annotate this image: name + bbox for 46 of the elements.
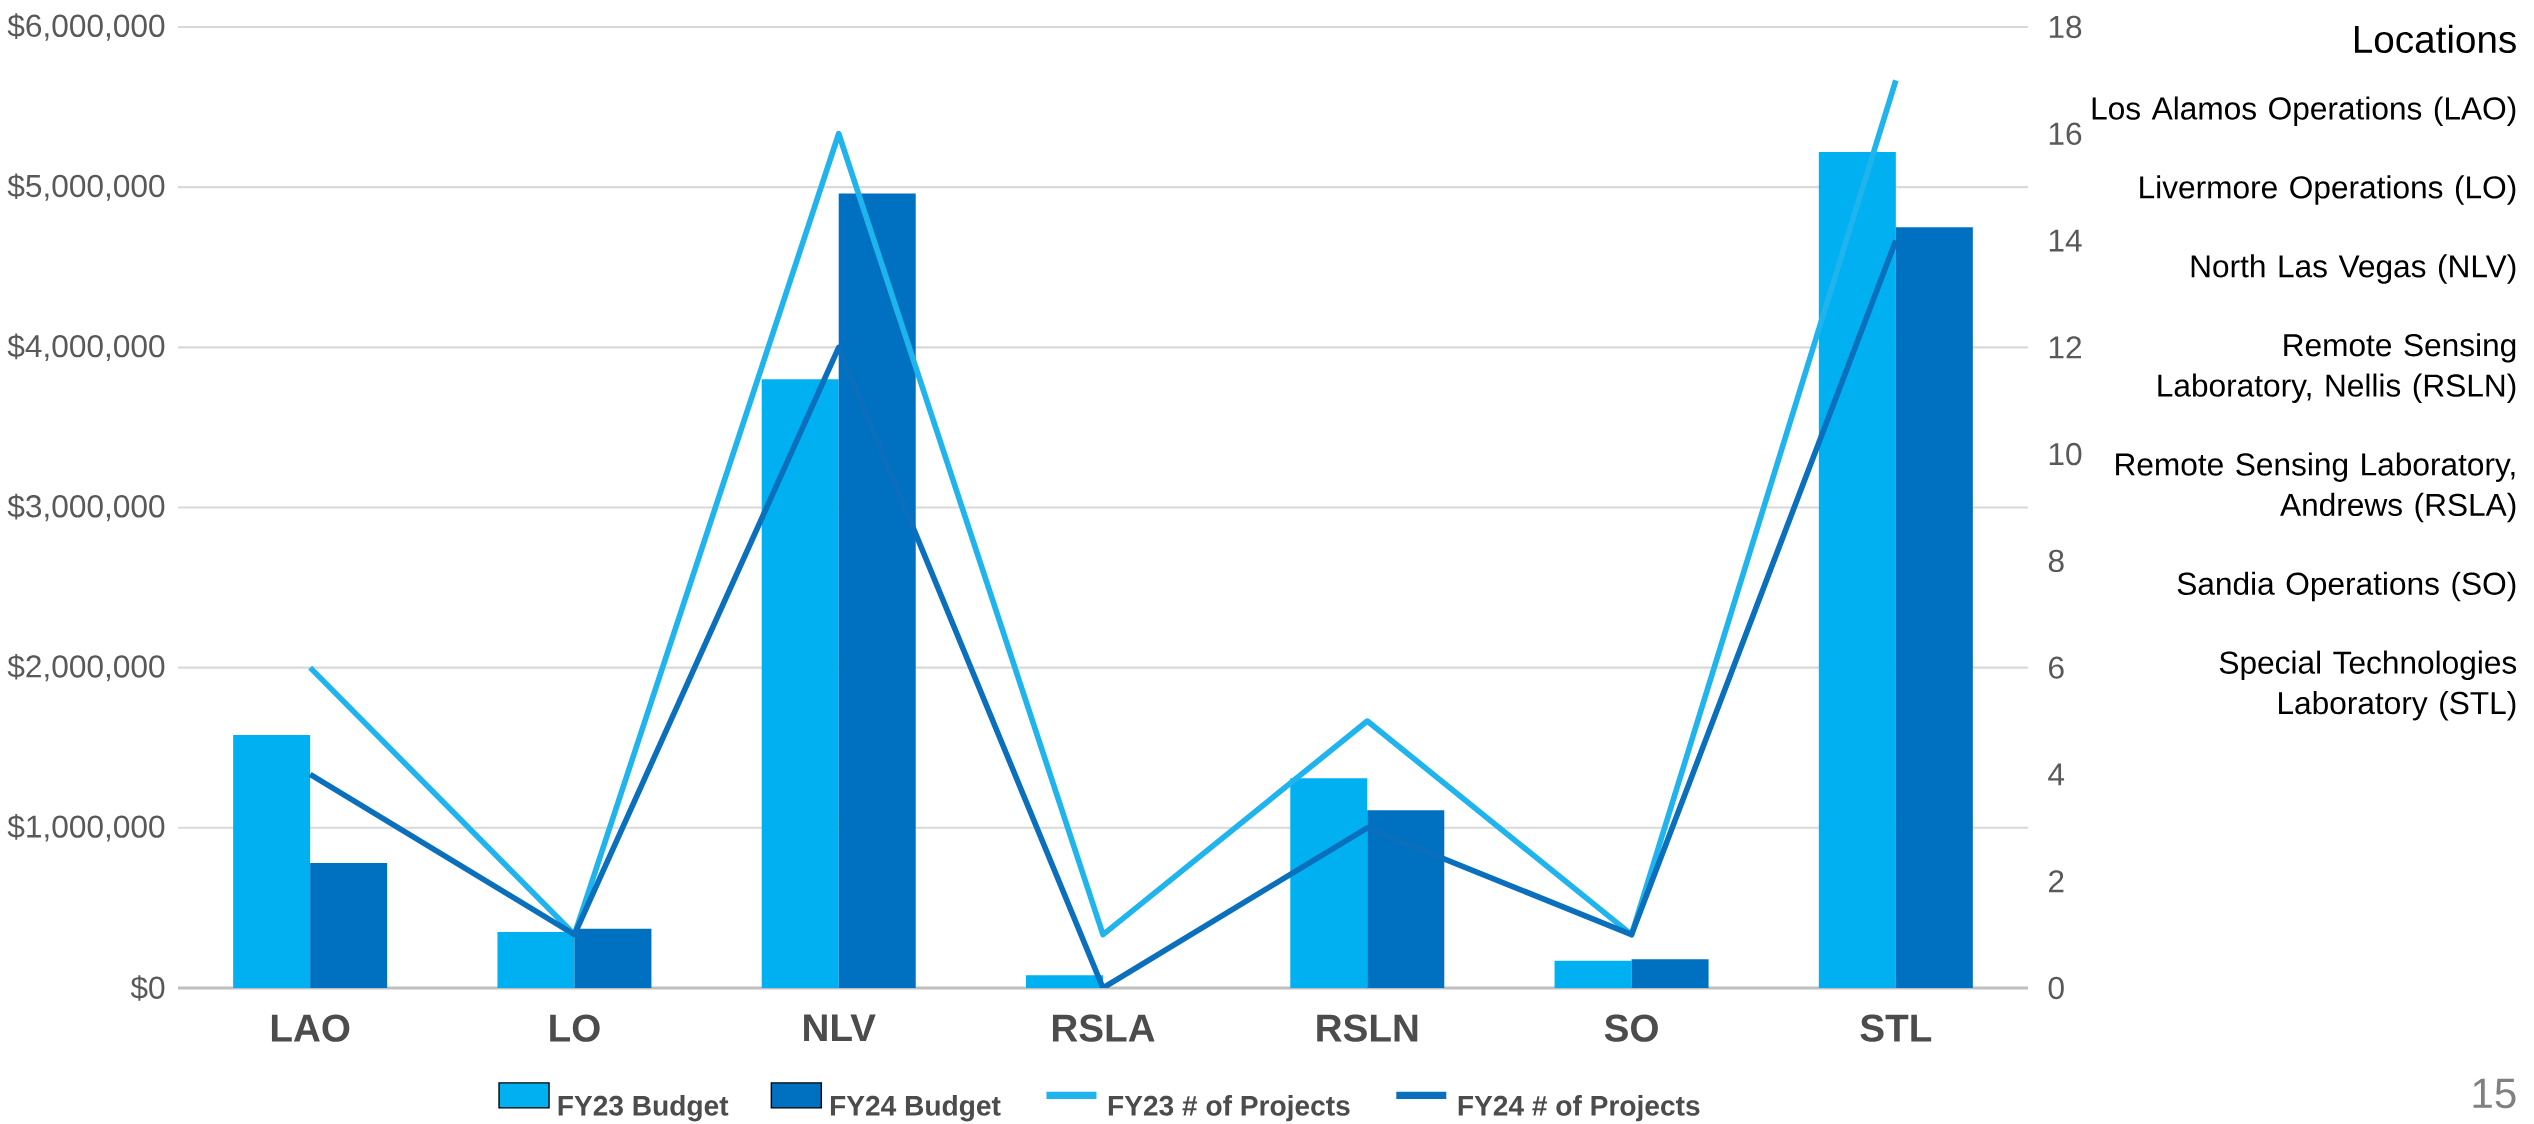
y-tick-label: $1,000,000	[7, 814, 165, 842]
y-tick-label: $3,000,000	[7, 493, 165, 522]
text: Special Technologies Laboratory (STL)	[2219, 650, 2517, 721]
y-tick-label: $4,000,000	[7, 333, 165, 362]
y2-tick-label: 12	[2049, 336, 2081, 359]
legend-label: FY23 Budget	[558, 1095, 729, 1122]
x-tick-label: RSLN	[1317, 1014, 1418, 1042]
text: Locations	[2355, 24, 2516, 54]
text: 15	[2473, 1078, 2516, 1109]
y-tick-label: $2,000,000	[7, 653, 165, 682]
text: Remote Sensing Laboratory, Nellis (RSLN)	[2158, 333, 2516, 404]
bar	[1554, 960, 1632, 988]
text: Sandia Operations (SO)	[2177, 571, 2516, 602]
x-tick-label: SO	[1604, 1014, 1658, 1042]
x-tick-label: LAO	[271, 1014, 350, 1042]
y2-tick-label: 0	[2048, 976, 2064, 1000]
text: North Las Vegas (NLV)	[2191, 254, 2516, 284]
y2-tick-label: 6	[2049, 656, 2064, 679]
legend-label: FY24 Budget	[830, 1095, 1001, 1122]
y2-tick-label: 14	[2049, 229, 2082, 252]
y-tick-label: $5,000,000	[7, 173, 165, 201]
y-tick-label: $0	[130, 975, 165, 1001]
bar	[1631, 959, 1709, 988]
bar	[1025, 975, 1103, 988]
text: Los Alamos Operations (LAO)	[2092, 96, 2516, 126]
y2-tick-label: 2	[2049, 870, 2064, 893]
y-tick-label: $6,000,000	[7, 13, 165, 41]
y2-tick-label: 4	[2048, 763, 2065, 786]
bar	[1290, 778, 1368, 988]
bar	[233, 734, 311, 988]
x-tick-label: RSLA	[1052, 1014, 1155, 1042]
x-tick-label: LO	[550, 1014, 600, 1042]
legend-label: FY23 # of Projects	[1108, 1095, 1350, 1122]
bar	[310, 863, 388, 988]
x-tick-label: NLV	[804, 1014, 876, 1042]
y2-tick-label: 10	[2049, 442, 2082, 466]
bar	[497, 931, 575, 988]
bar	[761, 379, 839, 988]
y2-tick-label: 16	[2049, 122, 2082, 145]
bar	[1818, 151, 1896, 988]
y2-tick-label: 8	[2048, 549, 2064, 573]
text: Livermore Operations (LO)	[2140, 175, 2516, 205]
x-tick-label: STL	[1860, 1014, 1932, 1042]
text: Remote Sensing Laboratory, Andrews (RSLA)	[2116, 452, 2516, 523]
y2-tick-label: 18	[2049, 15, 2082, 39]
legend-label: FY24 # of Projects	[1458, 1095, 1700, 1122]
